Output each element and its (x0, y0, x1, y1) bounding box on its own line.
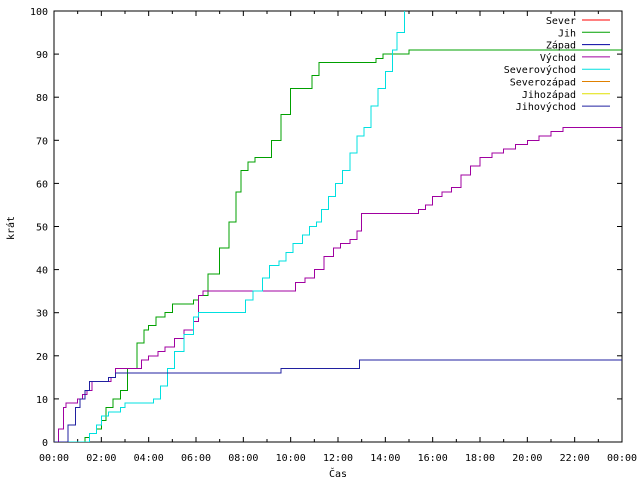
y-tick-label: 70 (36, 136, 48, 147)
series-line-vychod (54, 126, 622, 442)
legend-label-jihovychod: Jihovýchod (516, 101, 576, 113)
legend-label-jihozapad: Jihozápad (522, 89, 576, 101)
series-line-jihovychod (54, 359, 622, 442)
y-tick-label: 50 (36, 223, 48, 234)
legend-label-jih: Jih (558, 28, 576, 39)
y-tick-label: 10 (36, 395, 48, 406)
y-axis-ticks: 0 10 20 30 40 50 60 70 80 90 100 (30, 7, 622, 449)
legend-label-severozapad: Severozápad (510, 77, 576, 89)
series-lines (54, 11, 622, 442)
y-tick-label: 90 (36, 50, 48, 61)
x-tick-label: 18:00 (465, 453, 495, 464)
x-tick-label: 20:00 (512, 453, 542, 464)
x-tick-label: 10:00 (276, 453, 306, 464)
x-tick-label: 22:00 (560, 453, 590, 464)
x-tick-label: 08:00 (228, 453, 258, 464)
y-tick-label: 0 (42, 438, 48, 449)
x-tick-label: 00:00 (607, 453, 637, 464)
y-axis-label: krát (5, 216, 17, 240)
x-tick-label: 02:00 (86, 453, 116, 464)
y-tick-label: 20 (36, 352, 48, 363)
x-tick-label: 06:00 (181, 453, 211, 464)
y-tick-label: 80 (36, 93, 48, 104)
x-tick-label: 16:00 (418, 453, 448, 464)
y-tick-label: 40 (36, 266, 48, 277)
legend-label-severovychod: Severovýchod (504, 64, 576, 76)
x-tick-label: 14:00 (370, 453, 400, 464)
x-tick-label: 12:00 (323, 453, 353, 464)
series-line-jih (54, 49, 622, 442)
y-tick-label: 60 (36, 179, 48, 190)
legend-label-sever: Sever (546, 16, 576, 27)
legend-label-zapad: Západ (546, 40, 576, 52)
y-tick-label: 30 (36, 309, 48, 320)
y-tick-label: 100 (30, 7, 48, 18)
legend: SeverJihZápadVýchodSeverovýchodSeverozáp… (504, 16, 610, 113)
x-axis-label: Čas (329, 467, 347, 480)
x-tick-label: 04:00 (134, 453, 164, 464)
series-line-severovychod (54, 11, 405, 442)
x-axis-ticks: 00:00 02:00 04:00 06:00 08:00 10:00 12:00 14:00… (39, 11, 637, 464)
legend-label-vychod: Východ (540, 52, 576, 64)
x-tick-label: 00:00 (39, 453, 69, 464)
